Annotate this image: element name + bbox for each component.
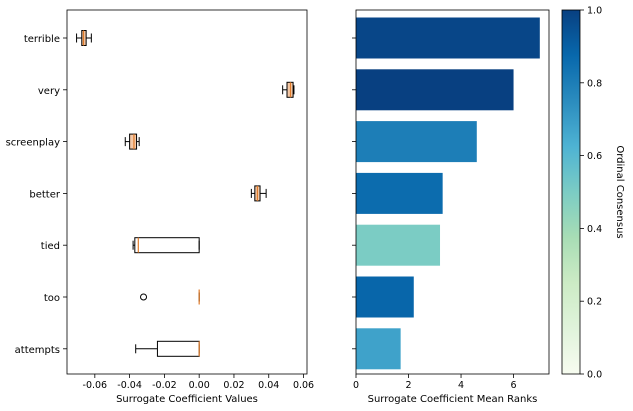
bar-screenplay — [356, 121, 477, 163]
y-tick-label-screenplay: screenplay — [6, 138, 60, 149]
box-better — [250, 185, 267, 202]
bar-attempts — [356, 328, 401, 370]
box-too — [140, 289, 200, 305]
x-tick-label: 0.02 — [223, 380, 244, 391]
x-axis-label: Surrogate Coefficient Values — [116, 394, 258, 405]
x-tick-label: 4 — [458, 380, 464, 391]
bar-frame — [355, 9, 550, 375]
colorbar-panel: 0.0 0.2 0.4 0.6 0.8 1.0 Ordinal Consensus — [561, 6, 625, 381]
boxplot-frame — [66, 9, 308, 375]
colorbar-tick-label: 0.4 — [587, 224, 602, 235]
y-tick-label-tied: tied — [41, 241, 60, 252]
box-attempts — [135, 340, 200, 357]
y-tick-label-terrible: terrible — [24, 34, 60, 45]
x-tick-label: 2 — [405, 380, 411, 391]
colorbar — [561, 9, 581, 375]
iqr-box — [134, 237, 200, 254]
colorbar-tick-label: 0.8 — [587, 78, 602, 89]
box-very — [282, 81, 295, 98]
x-tick-label: 0.04 — [258, 380, 279, 391]
bar-tied — [356, 224, 441, 266]
x-tick-label: -0.06 — [83, 380, 108, 391]
outlier-point — [140, 293, 148, 301]
x-axis-label: Surrogate Coefficient Mean Ranks — [368, 394, 538, 405]
x-tick-label: 0.06 — [293, 380, 314, 391]
y-tick-label-better: better — [29, 189, 60, 200]
y-tick-label-attempts: attempts — [15, 345, 60, 356]
boxplot-panel: terrible very screenplay better tied too attem… — [6, 9, 314, 405]
x-tick-label: -0.04 — [117, 380, 142, 391]
bar-very — [356, 69, 514, 111]
x-tick-label: 6 — [511, 380, 517, 391]
colorbar-tick-label: 1.0 — [587, 6, 602, 17]
colorbar-tick-label: 0.2 — [587, 297, 602, 308]
colorbar-tick-label: 0.0 — [587, 370, 602, 381]
bar-better — [356, 172, 443, 214]
colorbar-label: Ordinal Consensus — [614, 145, 625, 238]
box-terrible — [76, 30, 92, 46]
bar-terrible — [356, 17, 540, 59]
box-tied — [132, 237, 200, 254]
iqr-box — [156, 340, 200, 357]
x-tick-label: 0 — [353, 380, 359, 391]
colorbar-tick-label: 0.6 — [587, 151, 602, 162]
bar-too — [356, 276, 414, 318]
mean-rank-bar-panel: 0 2 4 6 Surrogate Coefficient Mean Ranks — [352, 9, 550, 405]
y-tick-label-too: too — [44, 293, 60, 304]
x-tick-label: 0.00 — [189, 380, 210, 391]
x-tick-label: -0.02 — [152, 380, 177, 391]
box-screenplay — [124, 133, 140, 150]
y-tick-label-very: very — [38, 86, 60, 97]
iqr-box — [129, 133, 138, 150]
